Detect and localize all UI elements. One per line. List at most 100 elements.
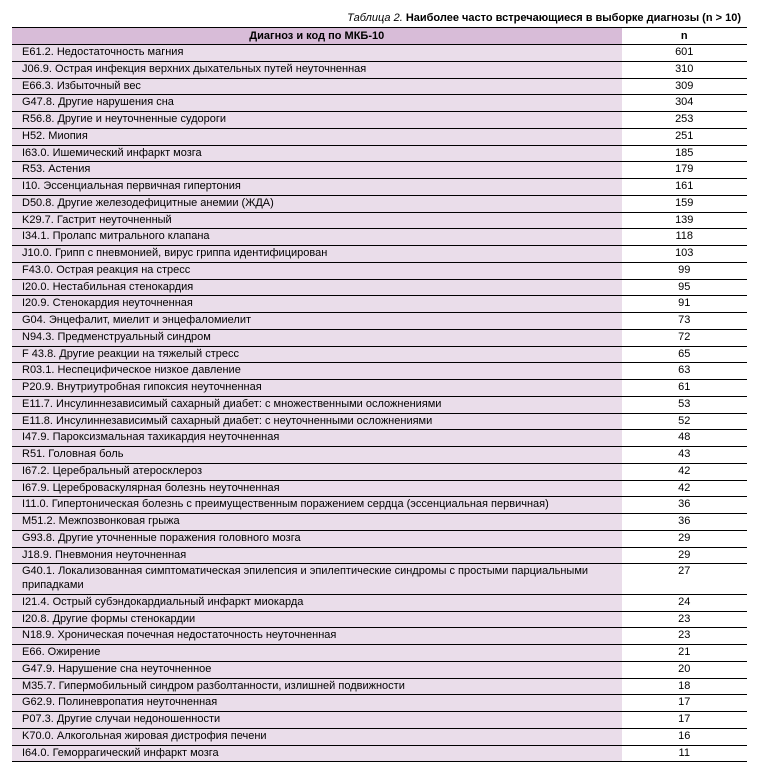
cell-n: 52 bbox=[622, 413, 748, 430]
cell-n: 253 bbox=[622, 112, 748, 129]
table-row: E66.3. Избыточный вес309 bbox=[12, 78, 747, 95]
cell-diagnosis: I20.8. Другие формы стенокардии bbox=[12, 611, 622, 628]
table-row: N94.3. Предменструальный синдром72 bbox=[12, 329, 747, 346]
table-row: G47.9. Нарушение сна неуточненное20 bbox=[12, 661, 747, 678]
cell-diagnosis: I20.9. Стенокардия неуточненная bbox=[12, 296, 622, 313]
cell-n: 36 bbox=[622, 514, 748, 531]
cell-diagnosis: I47.9. Пароксизмальная тахикардия неуточ… bbox=[12, 430, 622, 447]
cell-diagnosis: I20.0. Нестабильная стенокардия bbox=[12, 279, 622, 296]
table-row: I20.0. Нестабильная стенокардия95 bbox=[12, 279, 747, 296]
cell-diagnosis: E61.2. Недостаточность магния bbox=[12, 45, 622, 62]
cell-n: 36 bbox=[622, 497, 748, 514]
cell-diagnosis: J06.9. Острая инфекция верхних дыхательн… bbox=[12, 61, 622, 78]
cell-n: 24 bbox=[622, 594, 748, 611]
cell-diagnosis: R53. Астения bbox=[12, 162, 622, 179]
cell-n: 159 bbox=[622, 195, 748, 212]
cell-diagnosis: G62.9. Полиневропатия неуточненная bbox=[12, 695, 622, 712]
table-row: K70.0. Алкогольная жировая дистрофия печ… bbox=[12, 728, 747, 745]
cell-n: 48 bbox=[622, 430, 748, 447]
cell-n: 11 bbox=[622, 745, 748, 762]
cell-n: 17 bbox=[622, 695, 748, 712]
table-row: D50.8. Другие железодефицитные анемии (Ж… bbox=[12, 195, 747, 212]
table-row: E11.7. Инсулиннезависимый сахарный диабе… bbox=[12, 396, 747, 413]
col-header-n: n bbox=[622, 28, 748, 45]
cell-diagnosis: P20.9. Внутриутробная гипоксия неуточнен… bbox=[12, 380, 622, 397]
table-row: M35.7. Гипермобильный синдром разболтанн… bbox=[12, 678, 747, 695]
table-row: I34.1. Пролапс митрального клапана118 bbox=[12, 229, 747, 246]
table-row: R03.1. Неспецифическое низкое давление63 bbox=[12, 363, 747, 380]
table-body: E61.2. Недостаточность магния601J06.9. О… bbox=[12, 45, 747, 762]
table-row: I63.0. Ишемический инфаркт мозга185 bbox=[12, 145, 747, 162]
cell-diagnosis: I21.4. Острый субэндокардиальный инфаркт… bbox=[12, 594, 622, 611]
cell-n: 53 bbox=[622, 396, 748, 413]
cell-diagnosis: G47.9. Нарушение сна неуточненное bbox=[12, 661, 622, 678]
table-row: J18.9. Пневмония неуточненная29 bbox=[12, 547, 747, 564]
table-row: J10.0. Грипп с пневмонией, вирус гриппа … bbox=[12, 246, 747, 263]
table-row: E11.8. Инсулиннезависимый сахарный диабе… bbox=[12, 413, 747, 430]
cell-diagnosis: F43.0. Острая реакция на стресс bbox=[12, 262, 622, 279]
table-row: G40.1. Локализованная симптоматическая э… bbox=[12, 564, 747, 595]
cell-n: 65 bbox=[622, 346, 748, 363]
cell-diagnosis: R03.1. Неспецифическое низкое давление bbox=[12, 363, 622, 380]
table-row: H52. Миопия251 bbox=[12, 128, 747, 145]
table-row: F 43.8. Другие реакции на тяжелый стресс… bbox=[12, 346, 747, 363]
cell-diagnosis: G47.8. Другие нарушения сна bbox=[12, 95, 622, 112]
cell-diagnosis: R51. Головная боль bbox=[12, 447, 622, 464]
cell-diagnosis: I64.0. Геморрагический инфаркт мозга bbox=[12, 745, 622, 762]
cell-n: 17 bbox=[622, 712, 748, 729]
table-row: E61.2. Недостаточность магния601 bbox=[12, 45, 747, 62]
cell-n: 18 bbox=[622, 678, 748, 695]
cell-diagnosis: R56.8. Другие и неуточненные судороги bbox=[12, 112, 622, 129]
cell-diagnosis: N94.3. Предменструальный синдром bbox=[12, 329, 622, 346]
table-row: G04. Энцефалит, миелит и энцефаломиелит7… bbox=[12, 313, 747, 330]
cell-n: 103 bbox=[622, 246, 748, 263]
cell-n: 251 bbox=[622, 128, 748, 145]
cell-diagnosis: K29.7. Гастрит неуточненный bbox=[12, 212, 622, 229]
cell-n: 61 bbox=[622, 380, 748, 397]
cell-n: 23 bbox=[622, 628, 748, 645]
table-row: K29.7. Гастрит неуточненный139 bbox=[12, 212, 747, 229]
diagnoses-table: Диагноз и код по МКБ-10 n E61.2. Недоста… bbox=[12, 27, 747, 762]
cell-n: 304 bbox=[622, 95, 748, 112]
cell-diagnosis: G04. Энцефалит, миелит и энцефаломиелит bbox=[12, 313, 622, 330]
cell-diagnosis: E11.7. Инсулиннезависимый сахарный диабе… bbox=[12, 396, 622, 413]
cell-diagnosis: D50.8. Другие железодефицитные анемии (Ж… bbox=[12, 195, 622, 212]
table-row: I11.0. Гипертоническая болезнь с преимущ… bbox=[12, 497, 747, 514]
cell-n: 161 bbox=[622, 179, 748, 196]
table-row: I47.9. Пароксизмальная тахикардия неуточ… bbox=[12, 430, 747, 447]
table-row: I20.9. Стенокардия неуточненная91 bbox=[12, 296, 747, 313]
cell-diagnosis: J10.0. Грипп с пневмонией, вирус гриппа … bbox=[12, 246, 622, 263]
cell-diagnosis: I67.2. Церебральный атеросклероз bbox=[12, 463, 622, 480]
table-row: I21.4. Острый субэндокардиальный инфаркт… bbox=[12, 594, 747, 611]
table-row: I64.0. Геморрагический инфаркт мозга11 bbox=[12, 745, 747, 762]
table-row: P07.3. Другие случаи недоношенности17 bbox=[12, 712, 747, 729]
table-row: P20.9. Внутриутробная гипоксия неуточнен… bbox=[12, 380, 747, 397]
cell-n: 20 bbox=[622, 661, 748, 678]
table-row: G47.8. Другие нарушения сна304 bbox=[12, 95, 747, 112]
cell-n: 27 bbox=[622, 564, 748, 595]
cell-n: 99 bbox=[622, 262, 748, 279]
cell-n: 42 bbox=[622, 480, 748, 497]
cell-diagnosis: I34.1. Пролапс митрального клапана bbox=[12, 229, 622, 246]
cell-diagnosis: E11.8. Инсулиннезависимый сахарный диабе… bbox=[12, 413, 622, 430]
cell-n: 29 bbox=[622, 547, 748, 564]
cell-n: 185 bbox=[622, 145, 748, 162]
cell-diagnosis: J18.9. Пневмония неуточненная bbox=[12, 547, 622, 564]
cell-diagnosis: E66.3. Избыточный вес bbox=[12, 78, 622, 95]
table-row: M51.2. Межпозвонковая грыжа36 bbox=[12, 514, 747, 531]
cell-diagnosis: I10. Эссенциальная первичная гипертония bbox=[12, 179, 622, 196]
caption-prefix: Таблица 2. bbox=[347, 12, 403, 24]
cell-n: 601 bbox=[622, 45, 748, 62]
caption-title: Наиболее часто встречающиеся в выборке д… bbox=[406, 12, 741, 24]
cell-n: 21 bbox=[622, 645, 748, 662]
table-row: R51. Головная боль43 bbox=[12, 447, 747, 464]
cell-diagnosis: I11.0. Гипертоническая болезнь с преимущ… bbox=[12, 497, 622, 514]
cell-n: 42 bbox=[622, 463, 748, 480]
table-row: G93.8. Другие уточненные поражения голов… bbox=[12, 530, 747, 547]
cell-n: 310 bbox=[622, 61, 748, 78]
cell-n: 63 bbox=[622, 363, 748, 380]
table-row: G62.9. Полиневропатия неуточненная17 bbox=[12, 695, 747, 712]
cell-diagnosis: F 43.8. Другие реакции на тяжелый стресс bbox=[12, 346, 622, 363]
cell-n: 91 bbox=[622, 296, 748, 313]
cell-diagnosis: I63.0. Ишемический инфаркт мозга bbox=[12, 145, 622, 162]
